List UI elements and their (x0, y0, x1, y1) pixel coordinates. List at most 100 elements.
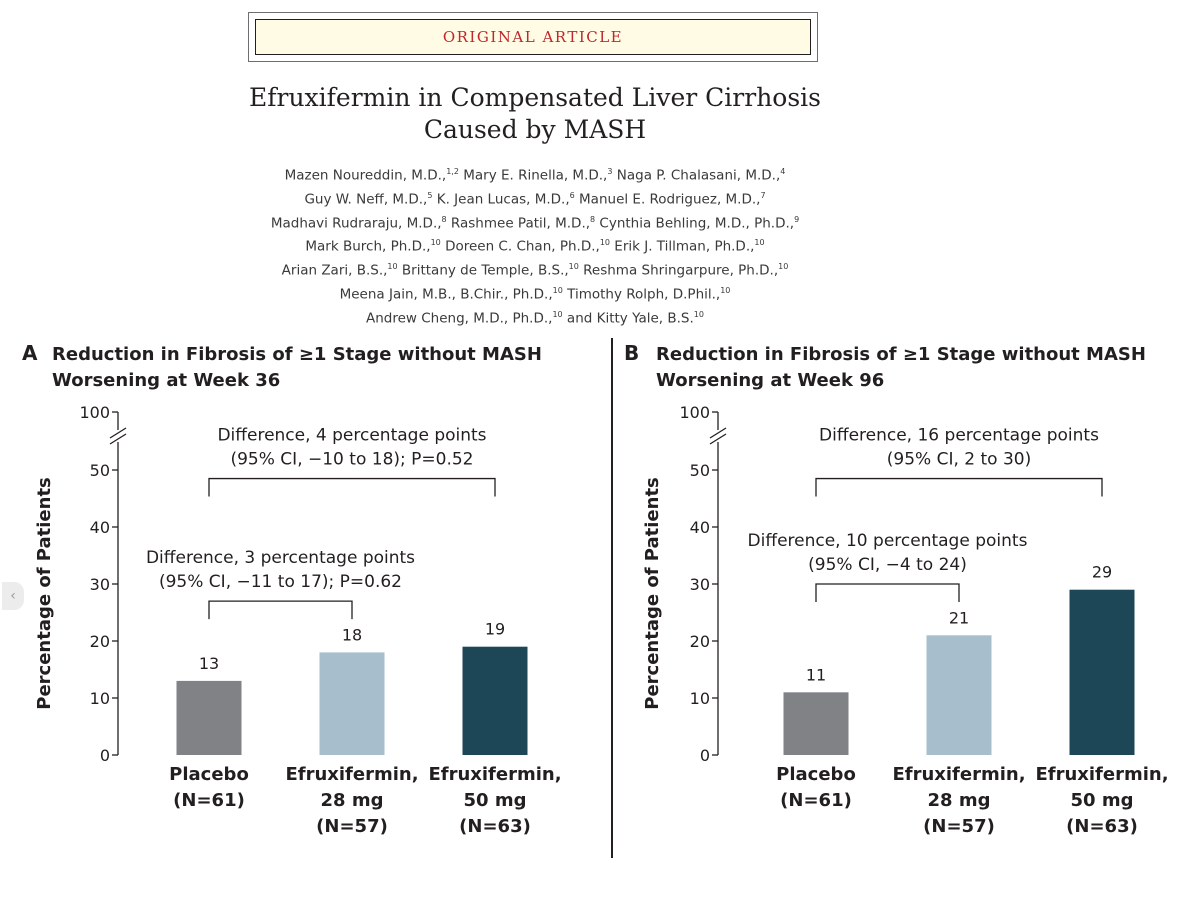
author-affiliation: 4 (780, 167, 786, 176)
author-name: Doreen C. Chan, Ph.D., (445, 238, 600, 255)
author-affiliation: 10 (778, 262, 789, 272)
author-line: Arian Zari, B.S.,10 Brittany de Temple, … (0, 257, 1070, 281)
y-tick-label: 100 (679, 403, 710, 422)
comparison-annotation: Difference, 3 percentage points (146, 548, 415, 568)
y-tick-label: 50 (90, 461, 110, 480)
bar (319, 652, 385, 755)
author-name: Arian Zari, B.S., (281, 262, 388, 279)
author-line: Mark Burch, Ph.D.,10 Doreen C. Chan, Ph.… (0, 233, 1070, 257)
y-tick-label: 100 (79, 403, 110, 422)
x-category-label: Placebo (776, 764, 856, 785)
author-affiliation: 10 (720, 285, 731, 295)
y-axis-label: Percentage of Patients (642, 477, 663, 710)
article-type-banner-inner: ORIGINAL ARTICLE (255, 19, 811, 55)
article-type-banner: ORIGINAL ARTICLE (248, 12, 818, 62)
y-axis-break-mark (709, 427, 727, 439)
chevron-left-icon: ‹ (10, 588, 16, 604)
comparison-bracket (815, 583, 960, 602)
bar-value-label: 13 (199, 654, 219, 673)
comparison-annotation: Difference, 4 percentage points (217, 426, 486, 446)
author-name: Cynthia Behling, M.D., Ph.D., (599, 215, 795, 232)
y-tick-label: 20 (90, 632, 110, 651)
x-category-label: 50 mg (1071, 790, 1134, 811)
author-name: Manuel E. Rodriguez, M.D., (579, 191, 761, 208)
author-affiliation: 10 (387, 262, 398, 272)
article-type-label: ORIGINAL ARTICLE (442, 28, 624, 46)
author-affiliation: 1,2 (446, 167, 459, 176)
bar (783, 692, 849, 755)
author-name: Meena Jain, M.B., B.Chir., Ph.D., (339, 286, 553, 303)
y-axis-break-mark (109, 433, 127, 445)
y-axis-label: Percentage of Patients (34, 477, 55, 710)
y-axis-break-mark (109, 427, 127, 439)
author-name: Guy W. Neff, M.D., (304, 191, 428, 208)
article-title: Efruxifermin in Compensated Liver Cirrho… (0, 82, 1070, 146)
author-name: Andrew Cheng, M.D., Ph.D., (366, 310, 553, 327)
x-category-label: Efruxifermin, (1035, 764, 1168, 785)
author-name: Madhavi Rudraraju, M.D., (270, 215, 442, 232)
comparison-annotation: (95% CI, −10 to 18); P=0.52 (230, 450, 473, 470)
article-title-line: Efruxifermin in Compensated Liver Cirrho… (249, 83, 821, 112)
y-tick-label: 50 (690, 461, 710, 480)
panel-a-chart: A Reduction in Fibrosis of ≥1 Stage witho… (22, 341, 562, 837)
comparison-bracket (208, 477, 496, 497)
author-name: Timothy Rolph, D.Phil., (567, 286, 721, 303)
x-category-label: (N=63) (1066, 816, 1138, 837)
bar-value-label: 19 (485, 620, 505, 639)
author-affiliation: 3 (607, 167, 613, 176)
author-affiliation: 8 (441, 214, 447, 224)
x-category-label: Efruxifermin, (428, 764, 561, 785)
panel-title-line: Reduction in Fibrosis of ≥1 Stage withou… (656, 344, 1146, 365)
author-name: Rashmee Patil, M.D., (450, 215, 591, 232)
y-tick-label: 30 (690, 575, 710, 594)
y-axis-break-gap (113, 430, 123, 442)
x-category-label: (N=57) (923, 816, 995, 837)
comparison-annotation: Difference, 16 percentage points (819, 426, 1099, 446)
panel-title-line: Worsening at Week 36 (52, 370, 280, 391)
x-category-label: 50 mg (464, 790, 527, 811)
previous-page-tab[interactable]: ‹ (2, 582, 24, 610)
x-category-label: Placebo (169, 764, 249, 785)
author-line: Meena Jain, M.B., B.Chir., Ph.D., 10 Timo… (0, 281, 1070, 305)
author-name: Naga P. Chalasani, M.D., (616, 167, 781, 184)
y-tick-label: 0 (100, 746, 110, 765)
y-tick-label: 30 (90, 575, 110, 594)
x-category-label: Efruxifermin, (892, 764, 1025, 785)
y-tick-label: 20 (690, 632, 710, 651)
y-tick-label: 40 (690, 518, 710, 537)
author-affiliation: 6 (569, 190, 575, 200)
author-affiliation: 10 (552, 309, 563, 319)
bar (1069, 589, 1135, 755)
y-axis-break-mark (709, 433, 727, 445)
bar-value-label: 21 (949, 608, 969, 627)
author-name: Mazen Noureddin, M.D., (284, 167, 447, 184)
y-tick-label: 0 (700, 746, 710, 765)
author-affiliation: 10 (693, 309, 704, 319)
x-category-label: (N=61) (780, 790, 852, 811)
y-tick-label: 40 (90, 518, 110, 537)
comparison-bracket (208, 600, 353, 620)
author-name: Mary E. Rinella, M.D., (463, 167, 608, 184)
x-category-label: 28 mg (928, 790, 991, 811)
author-name: and Kitty Yale, B.S. (566, 310, 694, 327)
author-name: Mark Burch, Ph.D., (305, 238, 431, 255)
x-category-label: (N=63) (459, 816, 531, 837)
comparison-annotation: (95% CI, 2 to 30) (887, 450, 1031, 470)
author-affiliation: 10 (430, 238, 441, 248)
bar-value-label: 18 (342, 625, 362, 644)
author-affiliation: 8 (590, 214, 596, 224)
author-name: K. Jean Lucas, M.D., (436, 191, 570, 208)
x-category-label: (N=61) (173, 790, 245, 811)
author-line: Guy W. Neff, M.D.,5 K. Jean Lucas, M.D.,… (0, 186, 1070, 210)
panel-title-line: Reduction in Fibrosis of ≥1 Stage withou… (52, 344, 542, 365)
author-affiliation: 10 (599, 238, 610, 248)
author-affiliation: 10 (568, 262, 579, 272)
author-affiliation: 7 (760, 190, 766, 200)
panel-title-line: Worsening at Week 96 (656, 370, 884, 391)
author-name: Erik J. Tillman, Ph.D., (614, 238, 755, 255)
y-axis-break-gap (713, 430, 723, 442)
comparison-annotation: (95% CI, −11 to 17); P=0.62 (159, 572, 402, 592)
panel-letter: B (624, 341, 639, 365)
author-affiliation: 5 (427, 190, 433, 200)
bar (176, 680, 242, 755)
